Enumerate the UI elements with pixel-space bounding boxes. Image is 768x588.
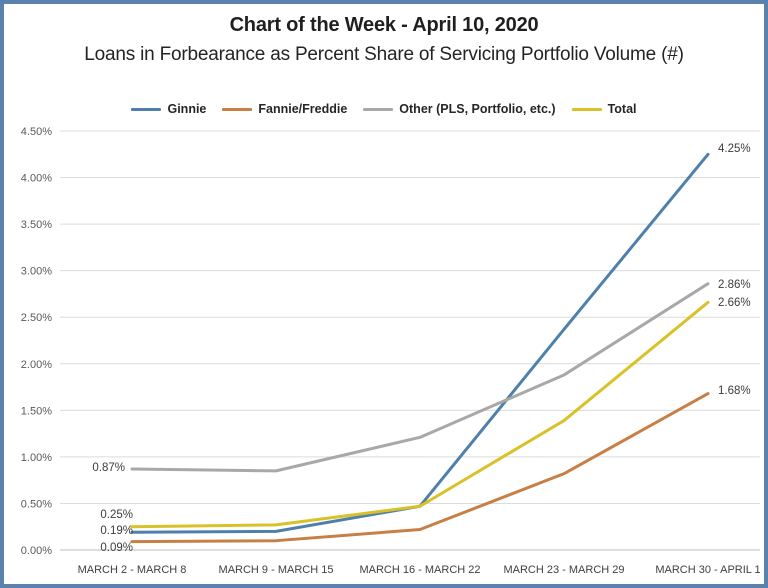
point-label: 0.25% (100, 509, 133, 521)
legend-item-ginnie[interactable]: Ginnie (131, 102, 206, 116)
legend-item-other-pls-portfolio-etc[interactable]: Other (PLS, Portfolio, etc.) (363, 102, 556, 116)
point-label: 2.66% (718, 297, 751, 309)
legend-swatch-other-pls-portfolio-etc (363, 107, 394, 111)
y-tick-label: 3.50% (21, 219, 52, 231)
x-category-label: MARCH 2 - MARCH 8 (78, 564, 187, 576)
y-tick-label: 2.50% (21, 312, 52, 324)
point-label: 0.09% (100, 542, 133, 554)
series-line-fannie-freddie[interactable] (130, 392, 710, 544)
point-label: 0.19% (100, 525, 133, 537)
y-tick-label: 2.00% (21, 359, 52, 371)
point-label: 0.87% (92, 462, 125, 474)
legend-swatch-fannie-freddie (222, 107, 253, 111)
x-category-label: MARCH 9 - MARCH 15 (219, 564, 334, 576)
x-category-label: MARCH 30 - APRIL 1 (655, 564, 760, 576)
y-tick-label: 1.00% (21, 452, 52, 464)
series-line-total[interactable] (130, 300, 710, 529)
legend-label: Ginnie (167, 102, 207, 116)
legend-item-total[interactable]: Total (571, 102, 637, 116)
legend-item-fannie-freddie[interactable]: Fannie/Freddie (222, 102, 347, 116)
point-label: 4.25% (718, 143, 751, 155)
y-tick-label: 3.00% (21, 266, 52, 278)
legend-swatch-ginnie (131, 107, 162, 111)
y-tick-label: 0.50% (21, 498, 52, 510)
legend-label: Other (PLS, Portfolio, etc.) (399, 102, 556, 116)
x-category-label: MARCH 23 - MARCH 29 (503, 564, 624, 576)
chart-title: Chart of the Week - April 10, 2020 (229, 14, 539, 36)
legend-label: Total (607, 102, 637, 116)
y-tick-label: 1.50% (21, 405, 52, 417)
forbearance-line-chart: 0.00% 0.50% 1.00% 1.50% 2.00% 2.50% 3.00% 3.50%… (21, 126, 761, 576)
y-tick-label: 4.50% (21, 126, 52, 138)
point-label: 1.68% (718, 385, 751, 397)
legend-swatch-total (571, 107, 602, 111)
point-label: 2.86% (718, 279, 751, 291)
series-line-ginnie[interactable] (130, 152, 710, 534)
legend-label: Fannie/Freddie (258, 102, 348, 116)
x-category-label: MARCH 16 - MARCH 22 (359, 564, 480, 576)
y-tick-label: 4.00% (21, 173, 52, 185)
chart-subtitle: Loans in Forbearance as Percent Share of… (84, 44, 684, 65)
series-line-other-pls-portfolio-etc[interactable] (130, 282, 710, 473)
y-tick-label: 0.00% (21, 545, 52, 557)
chart-legend: Ginnie Fannie/Freddie Other (PLS, Portfoli… (4, 102, 764, 116)
